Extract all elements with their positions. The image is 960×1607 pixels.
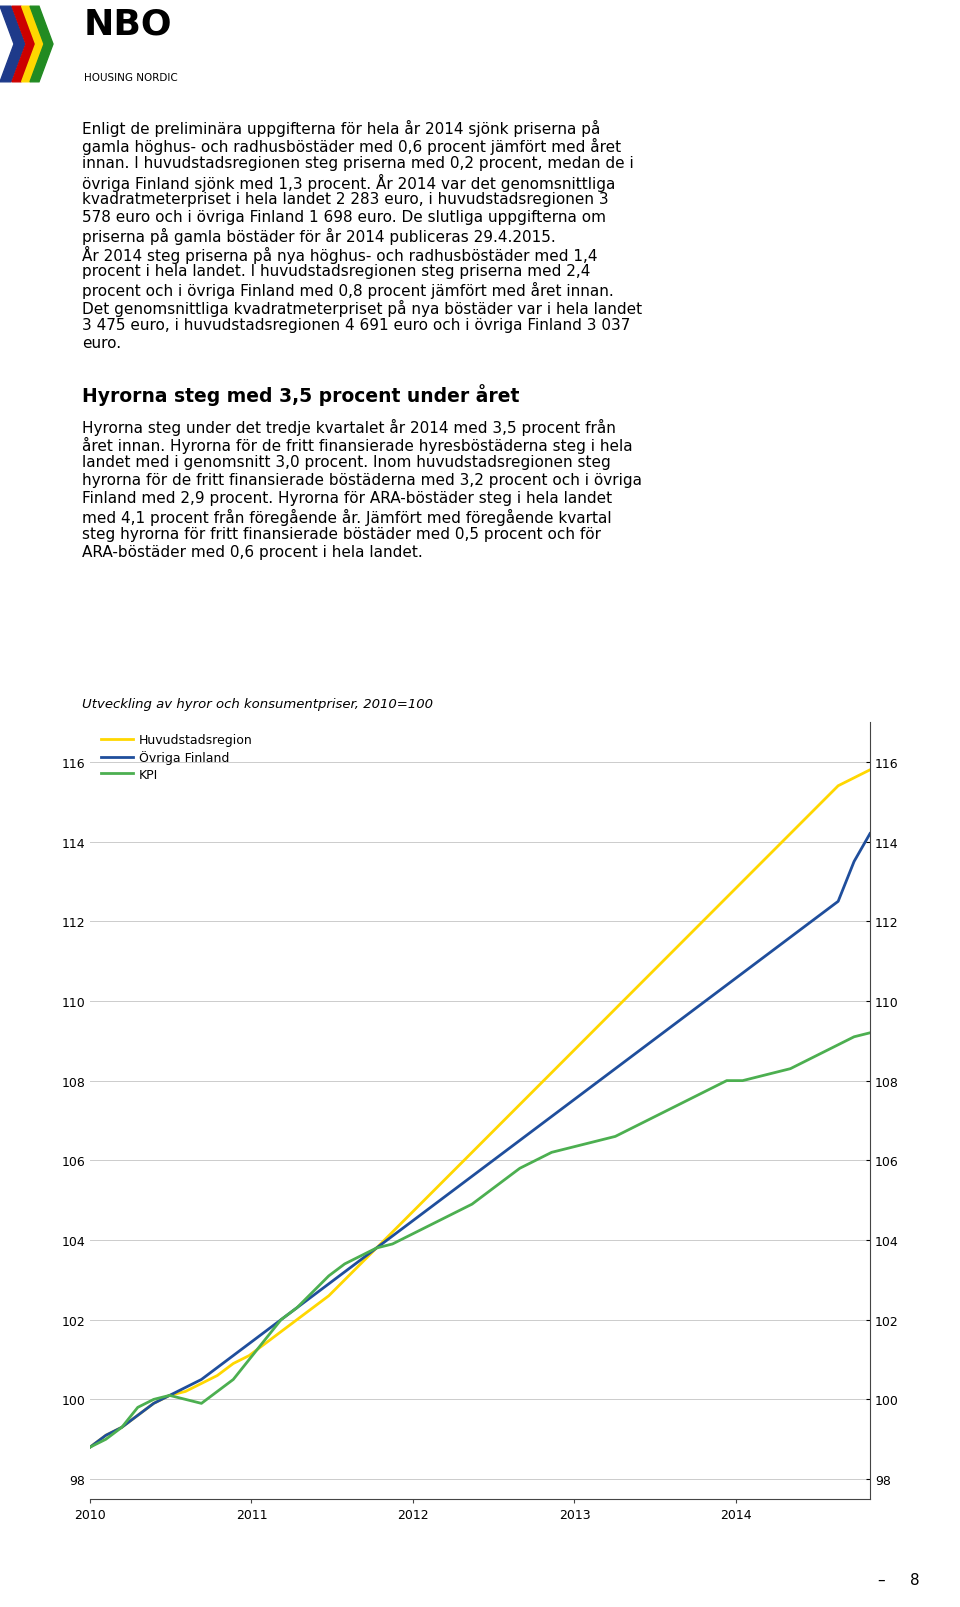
Text: priserna på gamla böstäder för år 2014 publiceras 29.4.2015.: priserna på gamla böstäder för år 2014 p…	[82, 228, 556, 244]
Text: HOUSING NORDIC: HOUSING NORDIC	[84, 72, 178, 82]
Text: Hyrorna steg med 3,5 procent under året: Hyrorna steg med 3,5 procent under året	[82, 384, 519, 405]
Text: NBO: NBO	[84, 6, 173, 42]
Text: År 2014 steg priserna på nya höghus- och radhusböstäder med 1,4: År 2014 steg priserna på nya höghus- och…	[82, 246, 597, 264]
Text: procent i hela landet. I huvudstadsregionen steg priserna med 2,4: procent i hela landet. I huvudstadsregio…	[82, 264, 590, 280]
Text: procent och i övriga Finland med 0,8 procent jämfört med året innan.: procent och i övriga Finland med 0,8 pro…	[82, 281, 613, 299]
Polygon shape	[12, 6, 35, 82]
Text: euro.: euro.	[82, 336, 121, 350]
Text: –: –	[877, 1572, 885, 1588]
Text: Enligt de preliminära uppgifterna för hela år 2014 sjönk priserna på: Enligt de preliminära uppgifterna för he…	[82, 121, 600, 137]
Polygon shape	[30, 6, 53, 82]
Text: 8: 8	[910, 1572, 920, 1588]
Text: med 4,1 procent från föregående år. Jämfört med föregående kvartal: med 4,1 procent från föregående år. Jämf…	[82, 509, 612, 525]
Text: kvadratmeterpriset i hela landet 2 283 euro, i huvudstadsregionen 3: kvadratmeterpriset i hela landet 2 283 e…	[82, 191, 609, 207]
Text: 578 euro och i övriga Finland 1 698 euro. De slutliga uppgifterna om: 578 euro och i övriga Finland 1 698 euro…	[82, 211, 606, 225]
Text: 3 475 euro, i huvudstadsregionen 4 691 euro och i övriga Finland 3 037: 3 475 euro, i huvudstadsregionen 4 691 e…	[82, 318, 631, 333]
Text: Finland med 2,9 procent. Hyrorna för ARA-böstäder steg i hela landet: Finland med 2,9 procent. Hyrorna för ARA…	[82, 490, 612, 506]
Text: Det genomsnittliga kvadratmeterpriset på nya böstäder var i hela landet: Det genomsnittliga kvadratmeterpriset på…	[82, 301, 642, 317]
Text: Utveckling av hyror och konsumentpriser, 2010=100: Utveckling av hyror och konsumentpriser,…	[82, 697, 433, 710]
Text: övriga Finland sjönk med 1,3 procent. År 2014 var det genomsnittliga: övriga Finland sjönk med 1,3 procent. År…	[82, 174, 615, 191]
Text: hyrorna för de fritt finansierade böstäderna med 3,2 procent och i övriga: hyrorna för de fritt finansierade böstäd…	[82, 472, 642, 487]
Text: landet med i genomsnitt 3,0 procent. Inom huvudstadsregionen steg: landet med i genomsnitt 3,0 procent. Ino…	[82, 455, 611, 469]
Polygon shape	[22, 6, 43, 82]
Legend: Huvudstadsregion, Övriga Finland, KPI: Huvudstadsregion, Övriga Finland, KPI	[96, 730, 257, 786]
Text: steg hyrorna för fritt finansierade böstäder med 0,5 procent och för: steg hyrorna för fritt finansierade böst…	[82, 527, 601, 542]
Text: innan. I huvudstadsregionen steg priserna med 0,2 procent, medan de i: innan. I huvudstadsregionen steg prisern…	[82, 156, 634, 170]
Text: ARA-böstäder med 0,6 procent i hela landet.: ARA-böstäder med 0,6 procent i hela land…	[82, 545, 422, 559]
Text: året innan. Hyrorna för de fritt finansierade hyresböstäderna steg i hela: året innan. Hyrorna för de fritt finansi…	[82, 437, 633, 453]
Text: Hyrorna steg under det tredje kvartalet år 2014 med 3,5 procent från: Hyrorna steg under det tredje kvartalet …	[82, 419, 616, 435]
Text: gamla höghus- och radhusböstäder med 0,6 procent jämfört med året: gamla höghus- och radhusböstäder med 0,6…	[82, 138, 621, 154]
Polygon shape	[0, 6, 25, 82]
